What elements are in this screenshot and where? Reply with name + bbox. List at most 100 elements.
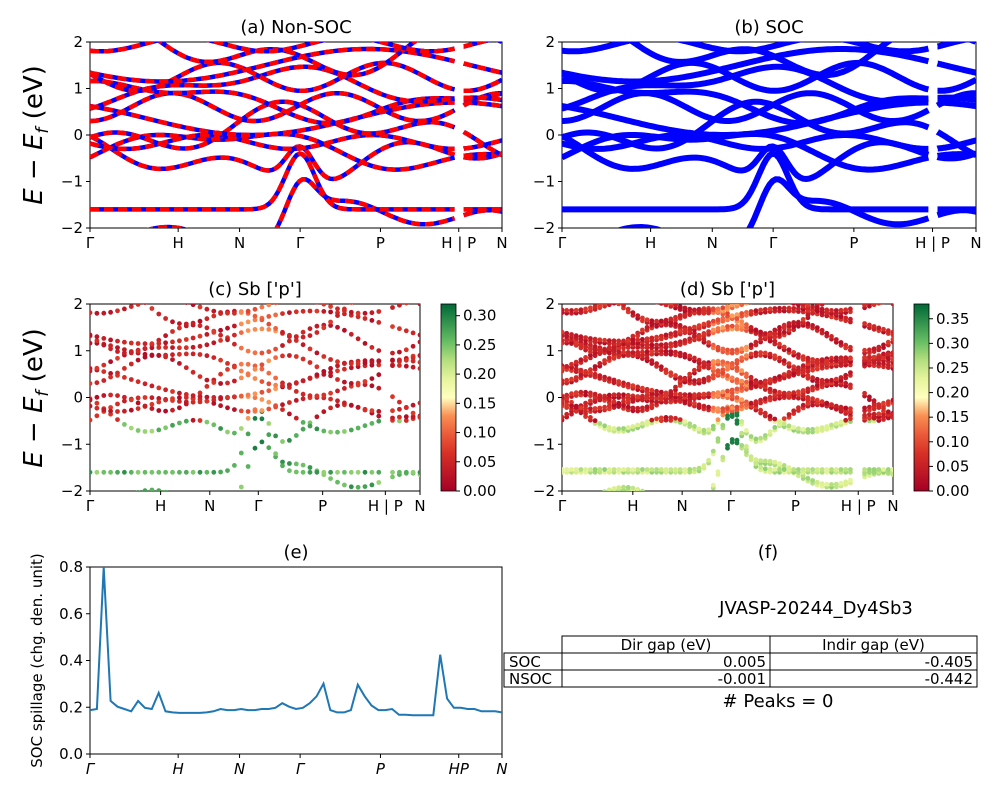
projection-point bbox=[606, 403, 612, 409]
table-cell: 0.005 bbox=[723, 653, 766, 671]
projection-point bbox=[321, 354, 327, 359]
projection-point bbox=[767, 386, 773, 392]
projection-point bbox=[94, 469, 100, 475]
projection-point bbox=[287, 461, 292, 466]
projection-point bbox=[259, 397, 265, 402]
projection-point bbox=[814, 397, 820, 403]
projection-point bbox=[890, 467, 893, 472]
projection-point bbox=[677, 313, 683, 318]
projection-point bbox=[245, 431, 251, 437]
projection-point bbox=[762, 396, 768, 401]
projection-point bbox=[122, 394, 127, 400]
panel-c-xtick-label: H | P bbox=[368, 497, 403, 515]
projection-point bbox=[410, 402, 416, 408]
projection-point bbox=[644, 349, 650, 355]
projection-point bbox=[881, 467, 886, 472]
projection-point bbox=[170, 352, 175, 358]
projection-point bbox=[314, 308, 320, 314]
projection-point bbox=[569, 502, 574, 507]
band-line bbox=[156, 42, 419, 78]
panel-e-ytick-label: 0.0 bbox=[59, 745, 83, 763]
projection-point bbox=[616, 297, 621, 302]
projection-point bbox=[890, 357, 893, 362]
projection-point bbox=[720, 325, 726, 330]
projection-point bbox=[273, 433, 278, 439]
colorbar-tick-label: 0.15 bbox=[463, 394, 496, 412]
projection-point bbox=[673, 321, 678, 327]
projection-point bbox=[800, 388, 806, 393]
projection-point bbox=[266, 388, 272, 394]
projection-point bbox=[204, 398, 210, 404]
projection-point bbox=[376, 385, 382, 391]
projection-point bbox=[417, 366, 420, 371]
projection-point bbox=[649, 496, 654, 501]
projection-point bbox=[682, 419, 688, 424]
projection-point bbox=[280, 353, 285, 359]
projection-point bbox=[94, 405, 100, 411]
projection-point bbox=[720, 367, 726, 373]
projection-point bbox=[342, 308, 347, 314]
projection-point bbox=[108, 337, 113, 343]
projection-point bbox=[739, 378, 745, 384]
panel-b-xtick-label: H | P bbox=[915, 234, 950, 252]
projection-point bbox=[321, 309, 327, 314]
projection-point bbox=[791, 320, 797, 325]
projection-point bbox=[891, 295, 896, 300]
projection-point bbox=[562, 414, 565, 420]
band-line bbox=[146, 177, 456, 228]
projection-point bbox=[335, 368, 340, 374]
projection-point bbox=[355, 405, 361, 410]
projection-point bbox=[606, 376, 612, 381]
projection-point bbox=[314, 372, 320, 378]
projection-point bbox=[881, 294, 886, 299]
projection-point bbox=[673, 349, 678, 355]
projection-point bbox=[307, 423, 313, 429]
projection-point bbox=[777, 298, 782, 303]
projection-point bbox=[197, 394, 203, 399]
projection-point bbox=[593, 280, 598, 285]
projection-point bbox=[715, 406, 721, 411]
projection-point bbox=[833, 481, 839, 487]
projection-point bbox=[197, 343, 203, 349]
projection-point bbox=[300, 308, 306, 314]
projection-point bbox=[767, 377, 773, 383]
projection-point bbox=[150, 298, 155, 303]
projection-point bbox=[611, 377, 617, 383]
projection-point bbox=[328, 319, 333, 325]
projection-point bbox=[211, 308, 217, 314]
panel-d-ytick-label: 0 bbox=[545, 389, 555, 407]
panel-e-xtick-label: HP bbox=[449, 760, 470, 778]
projection-point bbox=[266, 445, 272, 451]
projection-point bbox=[218, 510, 223, 515]
projection-point bbox=[781, 372, 787, 377]
projection-point bbox=[876, 304, 882, 306]
projection-point bbox=[725, 388, 730, 394]
projection-point bbox=[663, 348, 669, 354]
projection-point bbox=[644, 419, 650, 425]
panel-d-xtick-label: N bbox=[887, 497, 898, 515]
projection-point bbox=[739, 397, 745, 402]
projection-point bbox=[881, 400, 886, 406]
projection-point bbox=[403, 328, 409, 334]
projection-point bbox=[834, 291, 839, 296]
projection-point bbox=[621, 403, 626, 408]
panel-e-ytick-label: 0.8 bbox=[59, 558, 83, 576]
projection-point bbox=[390, 469, 395, 475]
projection-point bbox=[397, 304, 402, 308]
panel-a-panel: (a) Non-SOC −2 −1 0 1 2 Γ H N Γ P H | P N bbox=[61, 17, 508, 252]
projection-point bbox=[593, 283, 598, 288]
projection-point bbox=[376, 469, 382, 475]
projection-point bbox=[177, 338, 182, 344]
projection-point bbox=[882, 304, 885, 305]
band-line bbox=[562, 99, 929, 138]
projection-point bbox=[573, 467, 579, 472]
projection-point bbox=[128, 425, 134, 431]
projection-point bbox=[225, 405, 230, 411]
projection-point bbox=[564, 377, 570, 383]
projection-point bbox=[574, 279, 579, 284]
projection-point bbox=[397, 414, 402, 420]
projection-point bbox=[625, 392, 631, 398]
projection-point bbox=[654, 361, 659, 366]
projection-point bbox=[677, 467, 683, 472]
projection-point bbox=[602, 287, 607, 292]
